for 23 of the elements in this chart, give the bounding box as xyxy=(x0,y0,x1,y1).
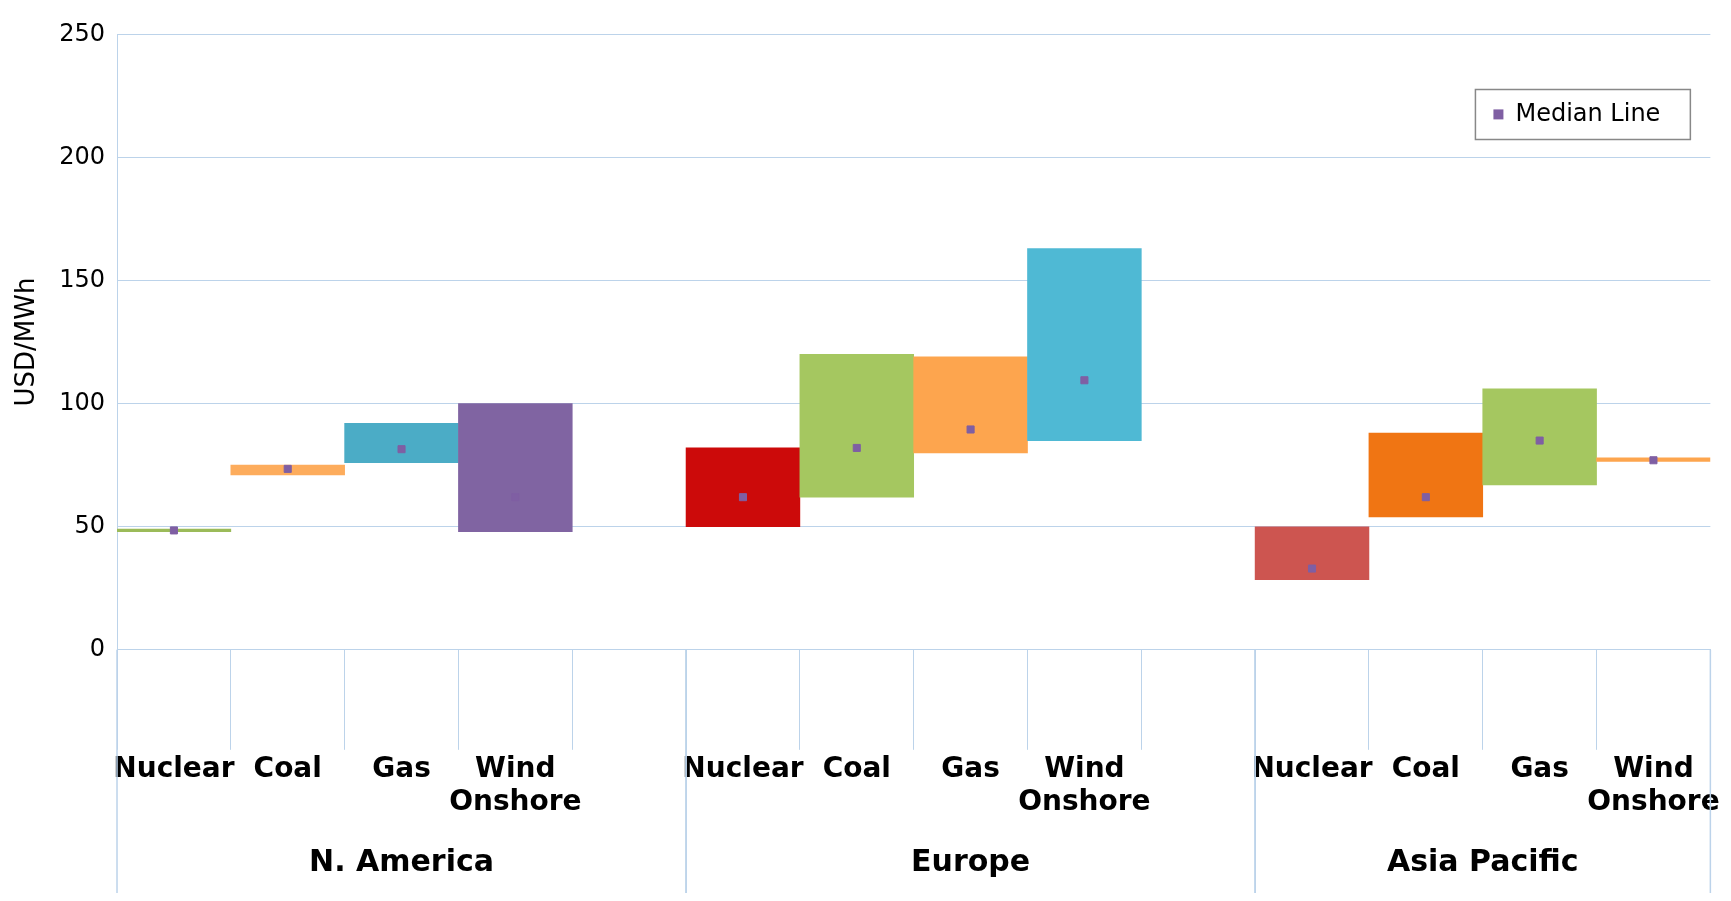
x-tick-label: Gas xyxy=(372,750,431,784)
x-tick-label: Coal xyxy=(1391,750,1460,784)
y-tick-label: 100 xyxy=(59,387,106,416)
text: Europe xyxy=(911,842,1031,878)
text: N. America xyxy=(309,842,494,878)
y-axis-title: USD/MWh xyxy=(10,277,41,407)
x-tick-label: Wind Onshore xyxy=(1587,750,1720,818)
x-tick-label: Gas xyxy=(1510,750,1569,784)
x-tick-label: Nuclear xyxy=(113,750,235,784)
y-tick-label: 50 xyxy=(74,510,106,539)
x-tick-label: Coal xyxy=(822,750,891,784)
x-tick-label: Nuclear xyxy=(1251,750,1373,784)
text: Asia Pacific xyxy=(1386,842,1579,878)
y-tick-label: 250 xyxy=(59,18,106,47)
x-tick-label: Wind Onshore xyxy=(1018,750,1151,818)
x-tick-label: Nuclear xyxy=(682,750,804,784)
x-tick-label: Wind Onshore xyxy=(449,750,582,818)
y-tick-label: 150 xyxy=(59,264,106,293)
x-tick-label: Coal xyxy=(253,750,322,784)
x-tick-label: Gas xyxy=(941,750,1000,784)
y-tick-label: 200 xyxy=(59,141,106,170)
legend-label: Median Line xyxy=(1515,98,1661,127)
y-tick-label: 0 xyxy=(89,634,106,663)
